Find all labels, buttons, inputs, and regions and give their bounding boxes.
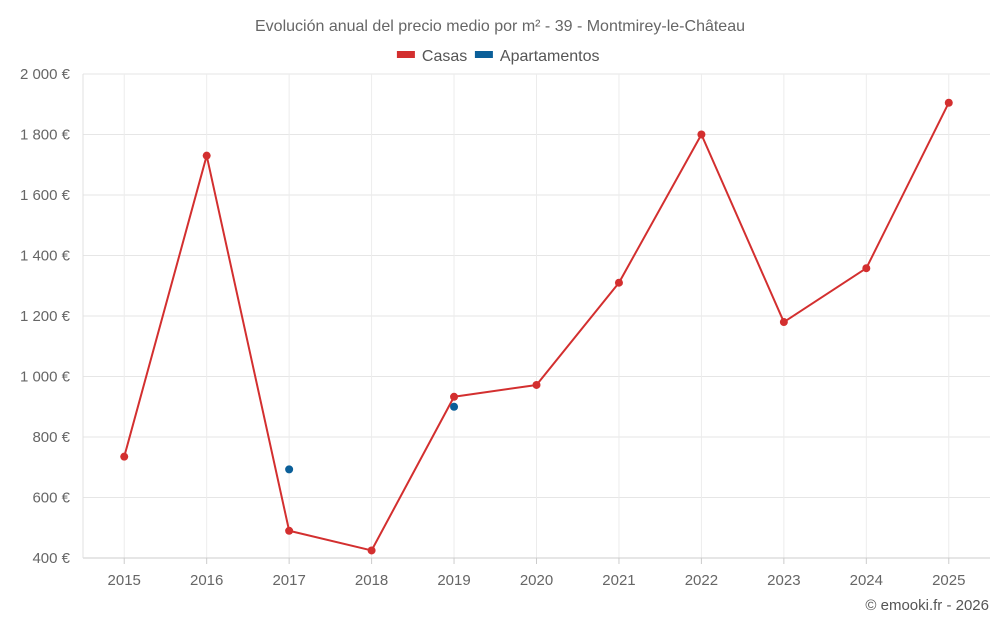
legend-item-casas[interactable]: Casas [396, 48, 467, 65]
axes: 400 € 600 € 800 € 1 000 € 1 200 € 1 400 € 1 60… [20, 66, 990, 589]
legend-item-apartamentos[interactable]: Apartamentos [474, 48, 600, 65]
x-tick-label: 2023 [767, 572, 800, 589]
series-casas [120, 98, 953, 555]
x-tick-label: 2019 [437, 572, 470, 589]
legend-swatch [396, 51, 415, 58]
legend[interactable]: Casas Apartamentos [396, 48, 600, 65]
data-point[interactable] [285, 526, 294, 535]
data-point[interactable] [450, 402, 459, 411]
data-point[interactable] [202, 151, 211, 160]
x-tick-label: 2017 [272, 572, 305, 589]
legend-swatch [474, 51, 493, 58]
y-tick-label: 400 € [32, 550, 70, 567]
data-point[interactable] [285, 465, 294, 474]
x-tick-label: 2025 [932, 572, 965, 589]
y-tick-label: 800 € [32, 429, 70, 446]
y-tick-label: 600 € [32, 490, 70, 507]
data-point[interactable] [367, 546, 376, 555]
series-apartamentos [285, 402, 459, 474]
grid [83, 73, 990, 559]
data-point[interactable] [944, 98, 953, 107]
x-tick-label: 2020 [520, 572, 553, 589]
y-tick-label: 1 800 € [20, 127, 71, 144]
data-point[interactable] [532, 380, 541, 389]
data-point[interactable] [779, 318, 788, 327]
y-tick-label: 2 000 € [20, 66, 71, 83]
y-tick-label: 1 600 € [20, 187, 71, 204]
y-tick-label: 1 400 € [20, 248, 71, 265]
x-tick-label: 2016 [190, 572, 223, 589]
data-point[interactable] [614, 278, 623, 287]
data-point[interactable] [697, 130, 706, 139]
data-point[interactable] [450, 392, 459, 401]
x-tick-label: 2022 [685, 572, 718, 589]
x-tick-label: 2024 [850, 572, 883, 589]
credit: © emooki.fr - 2026 [865, 597, 989, 614]
series [120, 98, 953, 555]
chart-title: Evolución anual del precio medio por m² … [255, 18, 745, 35]
data-point[interactable] [120, 452, 129, 461]
data-point[interactable] [862, 264, 871, 273]
x-tick-label: 2015 [108, 572, 141, 589]
legend-label: Apartamentos [500, 48, 600, 65]
x-tick-label: 2021 [602, 572, 635, 589]
y-tick-label: 1 000 € [20, 369, 71, 386]
y-tick-label: 1 200 € [20, 308, 71, 325]
legend-label: Casas [422, 48, 467, 65]
x-tick-label: 2018 [355, 572, 388, 589]
